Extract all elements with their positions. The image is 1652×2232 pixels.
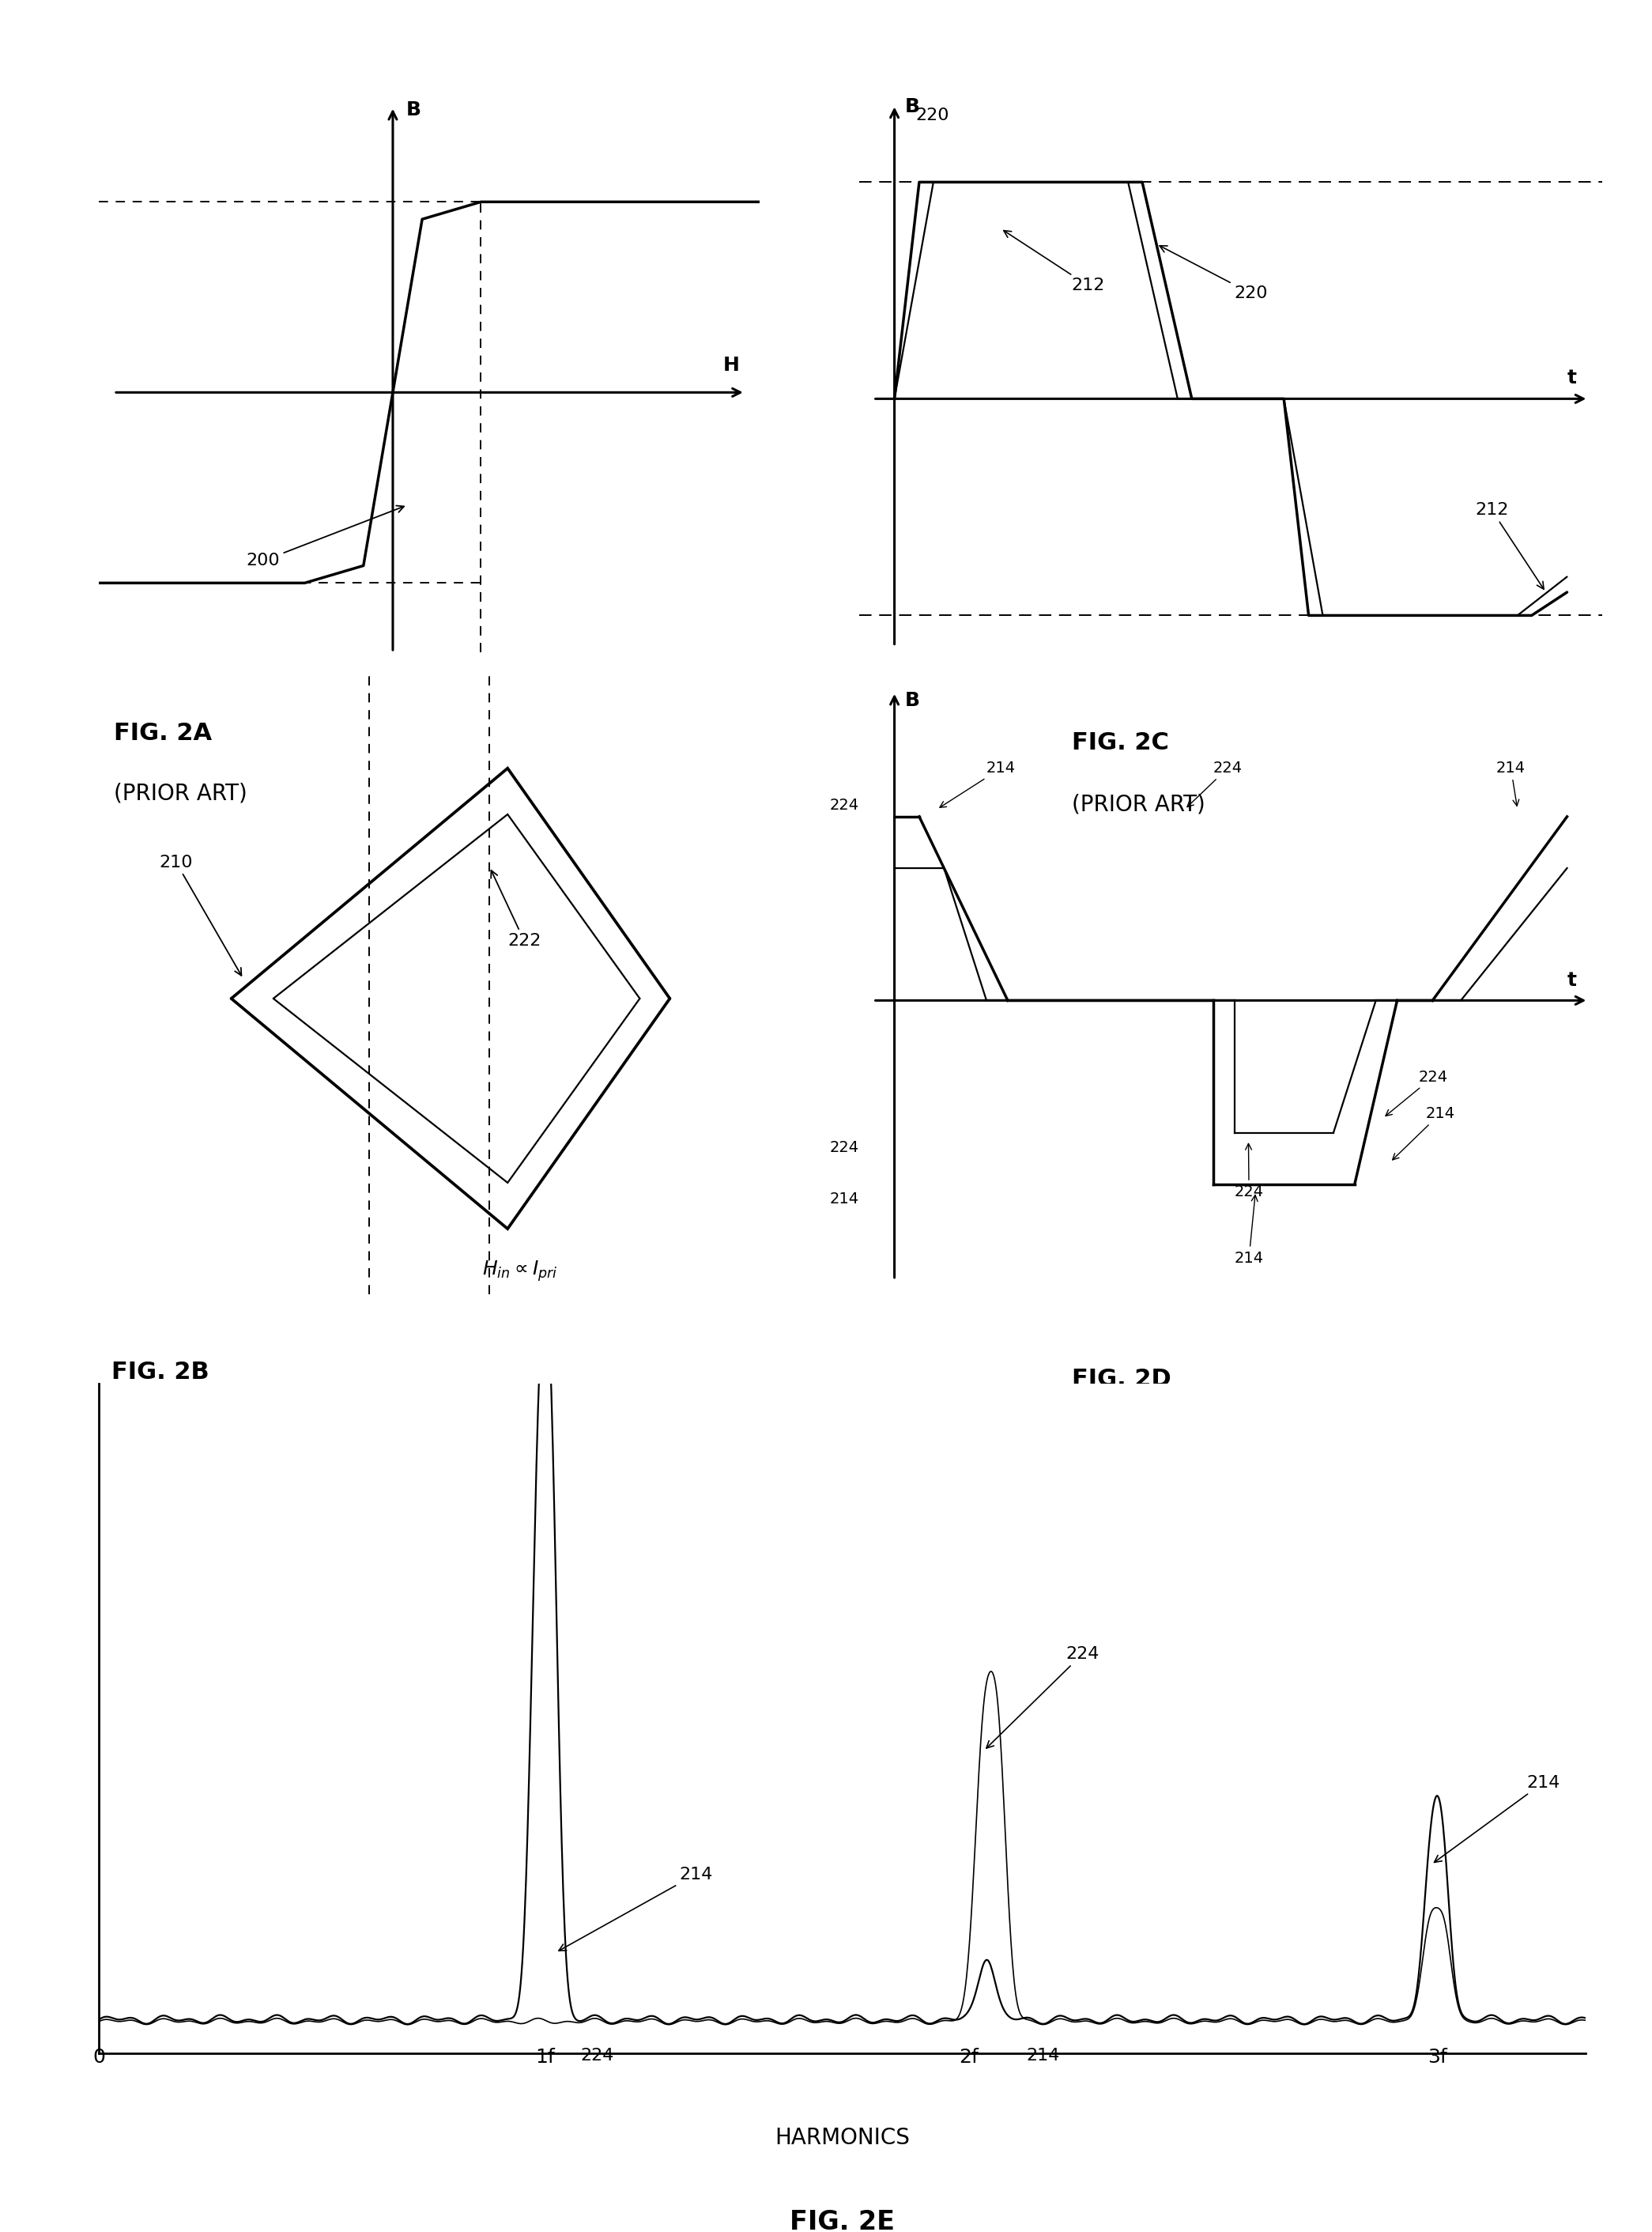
Text: B: B [905,98,920,116]
Text: 214: 214 [558,1866,712,1951]
Text: 214: 214 [1434,1774,1559,1861]
Text: 224: 224 [1234,1143,1264,1199]
Text: 220: 220 [915,107,950,123]
Text: (PRIOR ART): (PRIOR ART) [114,781,248,804]
Text: 214: 214 [1026,2049,1061,2065]
Text: B: B [406,100,421,118]
Text: (PRIOR ART): (PRIOR ART) [111,1413,244,1435]
Text: 210: 210 [159,855,241,975]
Text: t: t [1568,971,1576,989]
Text: 214: 214 [1393,1107,1455,1161]
Text: 220: 220 [1160,246,1267,301]
Text: B: B [905,692,920,710]
Text: 214: 214 [1497,761,1525,806]
Text: 222: 222 [491,870,542,949]
Text: 224: 224 [829,797,859,812]
Text: 224: 224 [580,2049,615,2065]
Text: (PRIOR ART): (PRIOR ART) [1072,792,1204,815]
Text: 2f: 2f [960,2049,978,2067]
Text: HARMONICS: HARMONICS [775,2127,910,2149]
Text: H: H [724,355,740,375]
Text: FIG. 2B: FIG. 2B [111,1359,208,1384]
Text: FIG. 2A: FIG. 2A [114,721,211,745]
Text: FIG. 2E: FIG. 2E [790,2210,895,2232]
Text: 214: 214 [940,761,1016,808]
Text: 3f: 3f [1427,2049,1447,2067]
Text: (PRIOR ART): (PRIOR ART) [1072,1426,1204,1449]
Text: 224: 224 [1188,761,1242,808]
Text: 224: 224 [1386,1069,1447,1116]
Text: 212: 212 [1004,230,1105,295]
Text: 0: 0 [93,2049,106,2067]
Text: 214: 214 [829,1192,859,1208]
Text: 200: 200 [246,507,405,569]
Text: 224: 224 [986,1647,1099,1748]
Text: FIG. 2C: FIG. 2C [1072,732,1168,754]
Text: 224: 224 [829,1141,859,1156]
Text: 1f: 1f [535,2049,555,2067]
Text: 212: 212 [1475,502,1543,589]
Text: 214: 214 [1234,1194,1264,1266]
Text: $H_{in} \propto I_{pri}$: $H_{in} \propto I_{pri}$ [482,1259,557,1283]
Text: t: t [1568,368,1576,388]
Text: FIG. 2D: FIG. 2D [1072,1368,1171,1391]
